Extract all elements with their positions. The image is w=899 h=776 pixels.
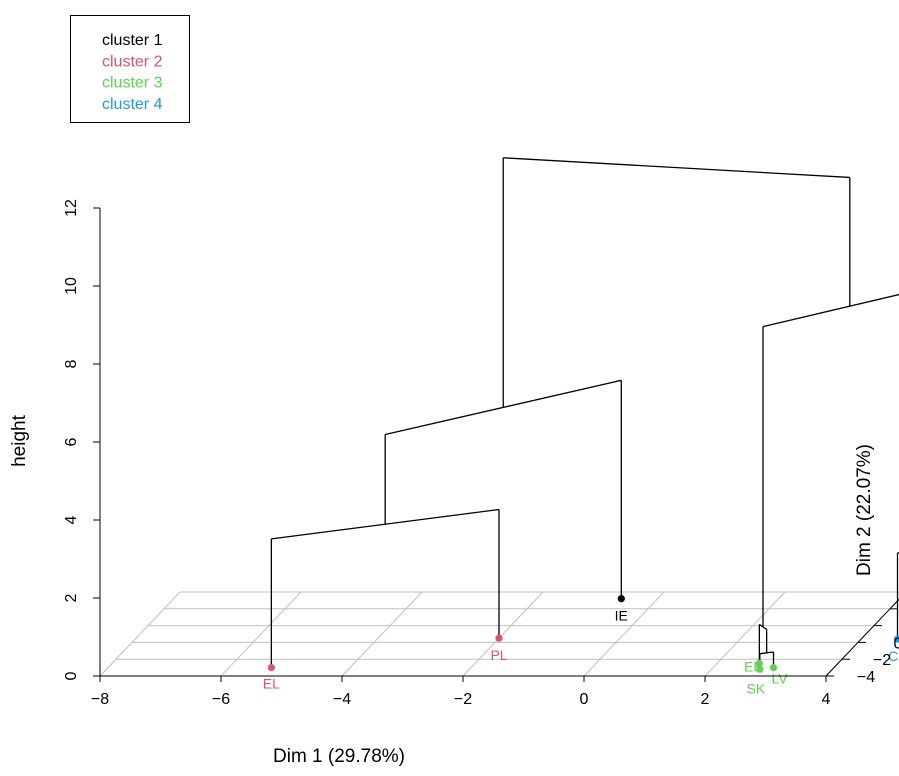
data-label-ie: IE [615,608,628,624]
grid-line-x [220,591,302,677]
x-tick-label: −2 [454,691,472,708]
z-tick-label: 4 [63,515,80,524]
grid-line-x [99,591,181,677]
data-label-cz: CZ [888,648,899,664]
data-point-lv [769,664,778,672]
data-label-sk: SK [746,680,765,696]
y-axis-line [825,598,899,677]
y-tick-label: 0 [894,635,899,652]
grid-line-x [583,591,665,677]
z-tick-label: 10 [63,277,80,295]
y-axis-title: Dim 2 (22.07%) [854,444,875,576]
z-tick-label: 8 [63,359,80,368]
legend-entry: cluster 4 [102,96,163,113]
z-tick-label: 2 [63,593,80,602]
x-tick-label: −6 [212,691,230,708]
x-tick-label: 2 [701,691,710,708]
dendrogram-branch [503,157,850,179]
grid-line-x [704,591,786,677]
legend-entry: cluster 3 [102,75,163,92]
data-point-ie [617,595,625,603]
grid-line-x [462,591,544,677]
z-tick-label: 12 [63,199,80,217]
z-tick-label: 6 [63,437,80,446]
data-point-el [267,664,275,672]
x-tick-label: 4 [822,691,831,708]
dendrogram-branch [762,293,899,328]
data-point-cz [893,635,899,643]
y-tick-label: −4 [857,669,875,686]
legend: cluster 1 cluster 2 cluster 3 cluster 4 [70,15,190,123]
data-label-el: EL [263,676,280,692]
data-points: IEPLELEELVSKCZFIBE [263,595,899,696]
z-tick-label: 0 [63,671,80,680]
x-tick-label: −8 [91,691,109,708]
x-tick-label: 0 [580,691,589,708]
dendrogram-branch [758,623,768,630]
legend-entry: cluster 2 [102,53,163,70]
data-point-sk [756,665,764,673]
grid-line-x [341,591,423,677]
x-tick-label: −4 [333,691,351,708]
dendrogram-branches [270,157,899,670]
data-point-ee [755,659,763,668]
data-label-pl: PL [490,647,507,663]
y-tick-label: −2 [873,652,891,669]
x-axis-title: Dim 1 (29.78%) [273,746,405,767]
legend-entry: cluster 1 [102,32,163,49]
legend-box [70,15,190,123]
data-point-pl [495,634,503,642]
data-label-lv: LV [771,671,788,687]
z-axis-title: height [9,414,30,466]
